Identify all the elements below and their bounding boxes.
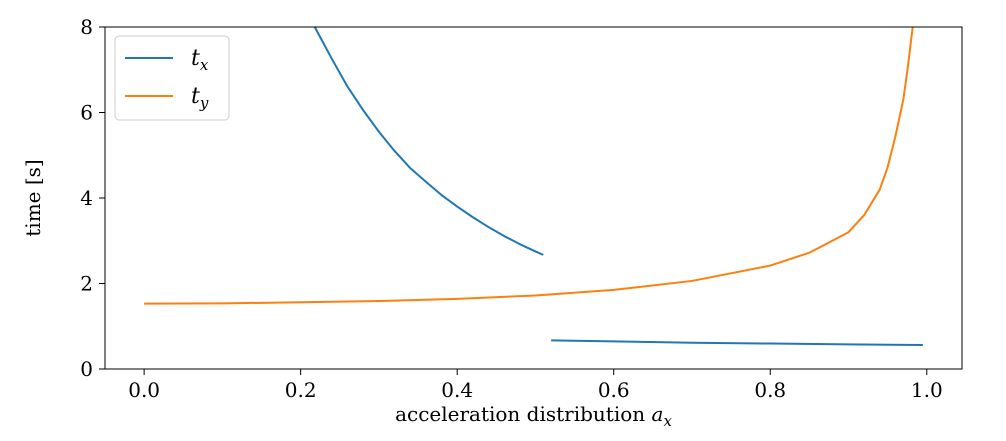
- y-tick-label: 2: [80, 272, 93, 296]
- x-tick-label: 1.0: [911, 378, 943, 402]
- x-tick-label: 0.2: [285, 378, 317, 402]
- legend-box: [114, 35, 230, 121]
- x-tick-label: 0.8: [754, 378, 786, 402]
- legend: tx ty: [114, 35, 230, 121]
- series-layer: [144, 27, 923, 347]
- axes-frame: [104, 26, 963, 370]
- x-axis-label-var: a: [652, 402, 664, 426]
- x-axis-label: acceleration distribution ax: [395, 402, 672, 430]
- legend-label-x: tx: [191, 46, 209, 74]
- y-axis-label: time [s]: [21, 159, 45, 236]
- y-tick-label: 8: [80, 15, 93, 39]
- y-tick-label: 6: [80, 101, 93, 125]
- ticks-layer: 0.0 0.2 0.4 0.6 0.8 1.0 0 2 4 6 8: [80, 15, 942, 402]
- x-tick-label: 0.6: [598, 378, 630, 402]
- x-axis-label-sub: x: [663, 412, 672, 430]
- x-tick-label: 0.0: [128, 378, 160, 402]
- legend-label-y: ty: [191, 84, 209, 112]
- series-line-y-segment-1: [144, 27, 914, 305]
- series-line-x-segment-2: [551, 339, 923, 347]
- x-tick-label: 0.4: [441, 378, 473, 402]
- x-axis-label-text: acceleration distribution: [395, 402, 651, 426]
- y-tick-label: 4: [80, 186, 93, 210]
- y-tick-label: 0: [80, 357, 93, 381]
- series-line-x-segment-1: [313, 27, 544, 256]
